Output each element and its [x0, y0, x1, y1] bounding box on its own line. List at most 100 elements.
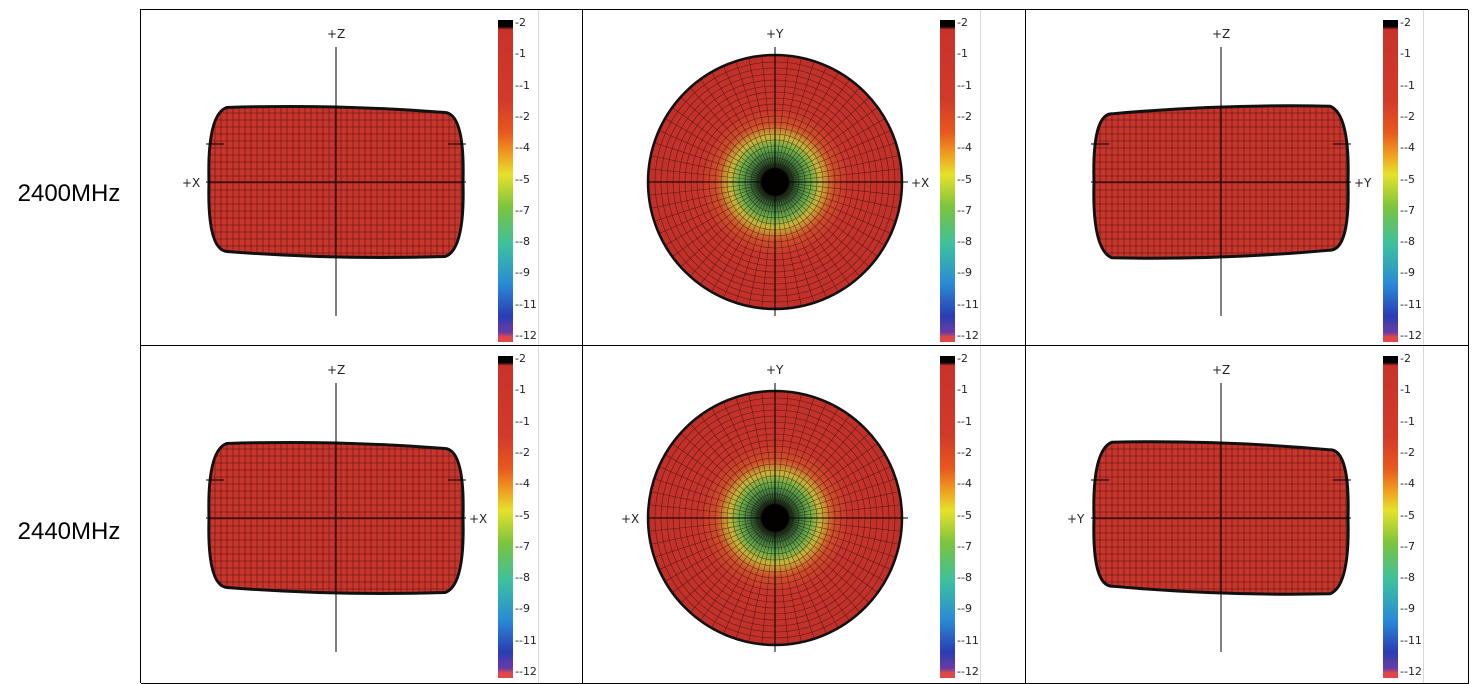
colorbar-tick-label: --12: [1400, 665, 1422, 678]
colorbar-tick-label: --8: [957, 235, 972, 249]
colorbar-tick-label: --8: [515, 571, 530, 585]
pattern-panel-xy: +Y +X -2 -1 --1 --2 --4 --5 --7 --8 --9 --11 --12: [583, 346, 1026, 684]
colorbar-tick-label: --5: [957, 508, 972, 522]
colorbar-tick-label: --1: [515, 78, 530, 92]
colorbar-tick-label: --11: [515, 297, 537, 311]
colorbar-tick-label: --8: [957, 571, 972, 585]
colorbar-tick-label: -2: [957, 16, 968, 29]
pattern-panel-xz: +Z +X -2 -1 --1 --2 --4 --5 --7 --8 --9 --11 --12: [141, 10, 583, 346]
colorbar-tick-label: --4: [515, 477, 530, 491]
colorbar-tick-label: --7: [957, 203, 972, 217]
panel-scroll-edge: [1423, 346, 1424, 683]
row-label-frequency: 2400MHz: [17, 180, 121, 207]
axis-label-right: +X: [469, 512, 487, 526]
colorbar-tick-label: --11: [957, 633, 979, 647]
colorbar-tick-label: -2: [515, 16, 526, 29]
axis-label-right: +Y: [1354, 176, 1372, 190]
pattern-panel-yz: +Z +Y -2 -1 --1 --2 --4 --5 --7 --8 --9 --11 --12: [1026, 346, 1469, 684]
colorbar-tick-label: --2: [515, 109, 530, 123]
colorbar-tick-label: --4: [957, 477, 972, 491]
colorbar-tick-label: --7: [515, 539, 530, 553]
axis-label-top: +Y: [766, 27, 784, 41]
colorbar-tick-label: --4: [1400, 141, 1415, 155]
axis-label-left: +Y: [1067, 512, 1085, 526]
colorbar-tick-label: --5: [515, 172, 530, 186]
colorbar-tick-label: --7: [957, 539, 972, 553]
r1-yz-axes: [1091, 47, 1351, 316]
pattern-panel-yz: +Z +Y -2 -1 --1 --2 --4 --5 --7 --8 --9 --11 --12: [1026, 10, 1469, 346]
r2-yz-plot: +Z +Y: [1067, 363, 1351, 652]
r1-xy-colorbar: [940, 20, 955, 342]
axis-label-top: +Z: [327, 363, 345, 377]
panel-scroll-edge: [538, 346, 539, 683]
colorbar-tick-label: --12: [515, 329, 537, 342]
r2-xy-axes: [648, 383, 908, 652]
colorbar-tick-label: --9: [1400, 266, 1415, 280]
panel-scroll-edge: [538, 10, 539, 345]
colorbar-tick-label: --5: [515, 508, 530, 522]
r1-xz-axes: [206, 47, 466, 316]
colorbar-tick-label: -2: [957, 352, 968, 365]
colorbar-tick-label: -2: [515, 352, 526, 365]
pattern-panel-xz: +Z +X -2 -1 --1 --2 --4 --5 --7 --8 --9 --11 --12: [141, 346, 583, 684]
colorbar-tick-label: --1: [957, 78, 972, 92]
axis-label-top: +Y: [766, 363, 784, 377]
panel-scroll-edge: [1423, 10, 1424, 345]
r1-xy-plot: +Y +X: [646, 27, 929, 316]
r2-xz-plot: +Z +X: [206, 363, 487, 652]
colorbar-tick-label: --9: [957, 602, 972, 616]
colorbar-tick-label: --2: [1400, 109, 1415, 123]
colorbar-tick-label: --8: [1400, 235, 1415, 249]
panel-scroll-edge: [980, 10, 981, 345]
r1-yz-plot: +Z +Y: [1091, 27, 1372, 316]
colorbar-tick-label: -1: [515, 383, 526, 397]
colorbar-tick-label: --2: [515, 445, 530, 459]
axis-label-top: +Z: [327, 27, 345, 41]
axis-label-top: +Z: [1212, 363, 1230, 377]
colorbar-tick-label: --2: [957, 445, 972, 459]
colorbar-tick-label: --1: [957, 414, 972, 428]
colorbar-tick-label: --7: [1400, 539, 1415, 553]
colorbar-tick-label: --8: [515, 235, 530, 249]
colorbar-tick-label: -2: [1400, 352, 1411, 365]
colorbar-tick-label: -2: [1400, 16, 1411, 29]
r2-xz-axes: [206, 383, 466, 652]
colorbar-tick-label: --1: [1400, 414, 1415, 428]
r1-xz-plot: +Z +X: [182, 27, 466, 316]
r2-xz-colorbar: [498, 356, 513, 678]
colorbar-tick-label: --11: [957, 297, 979, 311]
colorbar-tick-label: --5: [1400, 508, 1415, 522]
colorbar-tick-label: --2: [957, 109, 972, 123]
colorbar-tick-label: --9: [515, 602, 530, 616]
r2-xy-plot: +Y +X: [621, 363, 908, 652]
colorbar-tick-label: --12: [957, 329, 979, 342]
colorbar-tick-label: --12: [1400, 329, 1422, 342]
colorbar-tick-label: --8: [1400, 571, 1415, 585]
colorbar-tick-label: -1: [1400, 47, 1411, 61]
colorbar-tick-label: --7: [1400, 203, 1415, 217]
r1-xy-axes: [648, 47, 908, 316]
axis-label-left: +X: [621, 512, 639, 526]
colorbar-tick-label: --11: [1400, 633, 1422, 647]
colorbar-tick-label: --1: [515, 414, 530, 428]
colorbar-tick-label: -1: [957, 383, 968, 397]
radiation-pattern-grid: +Z +X -2 -1 --1 --2 --4 --5 --7 --8 --9 --11 --12 +Y +…: [140, 9, 1469, 684]
r2-yz-colorbar: [1383, 356, 1398, 678]
colorbar-tick-label: --4: [515, 141, 530, 155]
colorbar-tick-label: --5: [1400, 172, 1415, 186]
row-label-frequency: 2440MHz: [17, 518, 121, 545]
r2-xy-colorbar: [940, 356, 955, 678]
colorbar-tick-label: --9: [1400, 602, 1415, 616]
r1-yz-colorbar: [1383, 20, 1398, 342]
colorbar-tick-label: -1: [957, 47, 968, 61]
colorbar-tick-label: -1: [515, 47, 526, 61]
colorbar-tick-label: --4: [1400, 477, 1415, 491]
colorbar-tick-label: --12: [515, 665, 537, 678]
colorbar-tick-label: --11: [1400, 297, 1422, 311]
colorbar-tick-label: --9: [515, 266, 530, 280]
colorbar-tick-label: --9: [957, 266, 972, 280]
panel-scroll-edge: [980, 346, 981, 683]
colorbar-tick-label: --4: [957, 141, 972, 155]
colorbar-tick-label: --2: [1400, 445, 1415, 459]
r2-yz-axes: [1091, 383, 1351, 652]
